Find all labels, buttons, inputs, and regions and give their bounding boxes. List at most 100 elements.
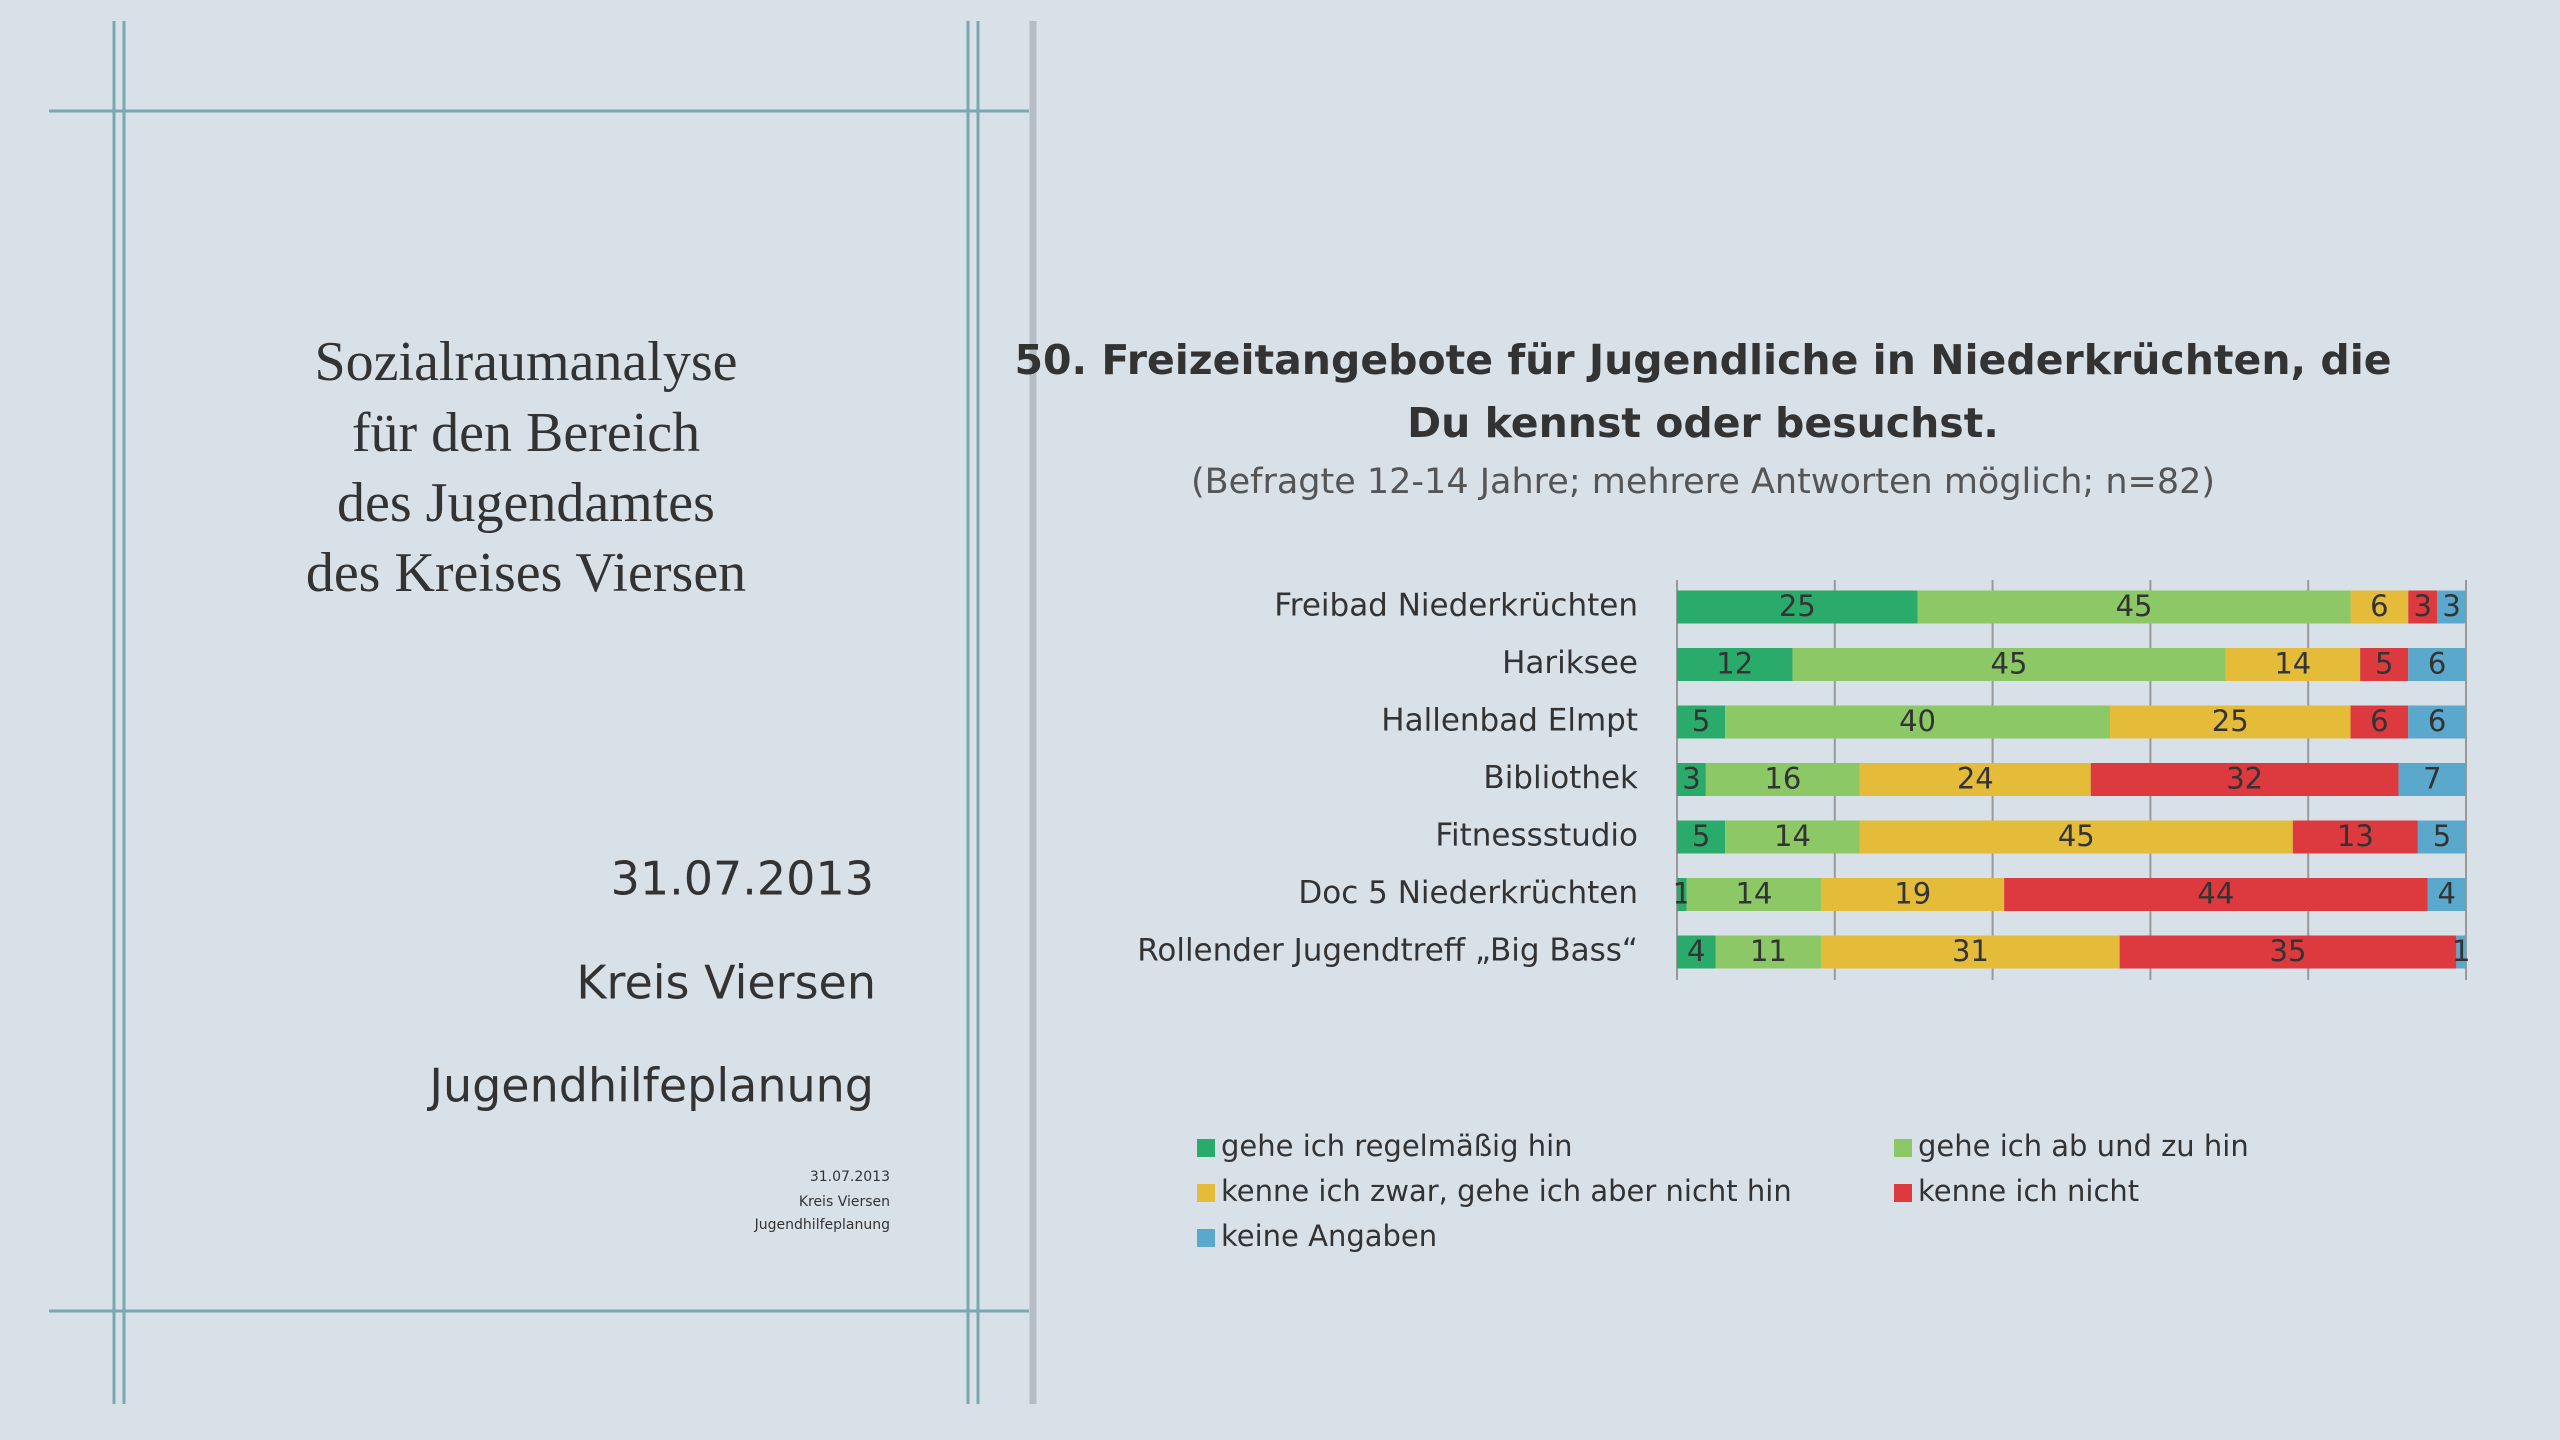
bar-segment <box>2360 648 2409 681</box>
category-label: Freibad Niederkrüchten <box>1274 588 1638 624</box>
title-line: für den Bereich <box>352 402 700 464</box>
bar-segment <box>1677 763 1706 796</box>
bar-segment <box>1859 820 2293 854</box>
bar-segment <box>1677 820 1726 854</box>
value-label: 25 <box>2212 704 2249 738</box>
bar-segment <box>1821 935 2120 969</box>
footer-line: Kreis Viersen <box>799 1194 890 1210</box>
bar-segment <box>1677 590 1918 624</box>
bar-segment <box>2119 935 2457 969</box>
bar-segment <box>2417 820 2466 854</box>
bar-segment <box>2456 935 2466 969</box>
value-label: 24 <box>1957 762 1994 796</box>
bar-segment <box>2398 763 2466 796</box>
chart-title: 50. Freizeitangebote für Jugendliche in … <box>1014 336 2391 384</box>
legend-label: gehe ich ab und zu hin <box>1918 1129 2249 1163</box>
chart-subtitle: (Befragte 12-14 Jahre; mehrere Antworten… <box>1191 462 2215 502</box>
category-label: Hallenbad Elmpt <box>1381 703 1638 739</box>
value-label: 44 <box>2197 877 2234 911</box>
footer-line: 31.07.2013 <box>810 1169 890 1185</box>
value-label: 45 <box>2058 819 2095 853</box>
bar-segment <box>2427 878 2466 911</box>
value-label: 31 <box>1952 934 1989 968</box>
value-label: 14 <box>2274 647 2311 681</box>
value-label: 14 <box>1774 819 1811 853</box>
bar-segment <box>1686 878 1822 911</box>
value-label: 45 <box>2116 589 2153 623</box>
document-meta: 31.07.2013 Kreis Viersen Jugendhilfeplan… <box>426 852 876 1113</box>
value-label: 5 <box>1692 819 1710 853</box>
document-footer: 31.07.2013 Kreis Viersen Jugendhilfeplan… <box>754 1169 890 1233</box>
legend-label: keine Angaben <box>1221 1219 1437 1253</box>
chart-title: Du kennst oder besuchst. <box>1407 399 1999 447</box>
department: Jugendhilfeplanung <box>426 1059 874 1113</box>
value-label: 35 <box>2270 934 2307 968</box>
value-label: 11 <box>1750 934 1787 968</box>
category-label: Hariksee <box>1502 645 1638 681</box>
value-label: 40 <box>1899 704 1936 738</box>
value-label: 4 <box>1687 934 1705 968</box>
bar-segment <box>2090 763 2399 796</box>
bar-segment <box>1677 705 1726 739</box>
bar-segment <box>1821 878 2005 911</box>
value-label: 7 <box>2423 762 2441 796</box>
bar-segment <box>2292 820 2418 854</box>
title-line: des Jugendamtes <box>337 472 715 534</box>
bar-segment <box>1792 648 2226 681</box>
document-frame <box>49 21 1029 1404</box>
value-label: 5 <box>1692 704 1710 738</box>
bar-segment <box>2109 705 2351 739</box>
date: 31.07.2013 <box>611 852 874 906</box>
footer-line: Jugendhilfeplanung <box>754 1217 890 1233</box>
value-label: 45 <box>1991 647 2028 681</box>
bar-segment <box>1677 648 1793 681</box>
legend-swatch <box>1197 1184 1215 1202</box>
value-label: 3 <box>2413 589 2431 623</box>
bar-segment <box>1715 935 1822 969</box>
bar-segment <box>1917 590 2351 624</box>
value-label: 19 <box>1894 877 1931 911</box>
value-label: 5 <box>2433 819 2451 853</box>
legend-swatch <box>1197 1229 1215 1247</box>
organization: Kreis Viersen <box>576 956 876 1010</box>
bar-segment <box>2004 878 2428 911</box>
value-label: 14 <box>1736 877 1773 911</box>
bar-segment <box>1705 763 1860 796</box>
legend-swatch <box>1894 1184 1912 1202</box>
value-label: 6 <box>2428 647 2446 681</box>
value-label: 5 <box>2375 647 2393 681</box>
value-label: 1 <box>2452 934 2470 968</box>
legend-label: kenne ich zwar, gehe ich aber nicht hin <box>1221 1174 1792 1208</box>
category-label: Doc 5 Niederkrüchten <box>1298 875 1638 911</box>
value-label: 12 <box>1716 647 1753 681</box>
bar-segment <box>1859 763 2091 796</box>
value-label: 16 <box>1764 762 1801 796</box>
bar-segment <box>1677 878 1687 911</box>
value-label: 13 <box>2337 819 2374 853</box>
bar-segment <box>2408 590 2438 624</box>
category-label: Rollender Jugendtreff „Big Bass“ <box>1137 933 1638 969</box>
bar-segment <box>1725 820 1860 854</box>
bar-segment <box>2408 648 2466 681</box>
bar-segment <box>2350 590 2409 624</box>
value-label: 25 <box>1779 589 1816 623</box>
value-label: 3 <box>1682 762 1700 796</box>
document-title: Sozialraumanalyse für den Bereich des Ju… <box>306 331 746 604</box>
legend-label: kenne ich nicht <box>1918 1174 2139 1208</box>
legend-swatch <box>1197 1139 1215 1157</box>
title-line: Sozialraumanalyse <box>315 331 738 393</box>
bar-segment <box>2408 705 2466 739</box>
value-label: 32 <box>2226 762 2263 796</box>
category-label: Bibliothek <box>1483 760 1638 796</box>
bar-segment <box>2437 590 2466 624</box>
value-label: 3 <box>2442 589 2460 623</box>
value-label: 4 <box>2438 877 2456 911</box>
value-label: 1 <box>1673 877 1691 911</box>
bar-segment <box>1677 935 1716 969</box>
bar-segment <box>2225 648 2361 681</box>
bar-segment <box>1725 705 2110 739</box>
category-label: Fitnessstudio <box>1435 818 1638 854</box>
value-label: 6 <box>2428 704 2446 738</box>
